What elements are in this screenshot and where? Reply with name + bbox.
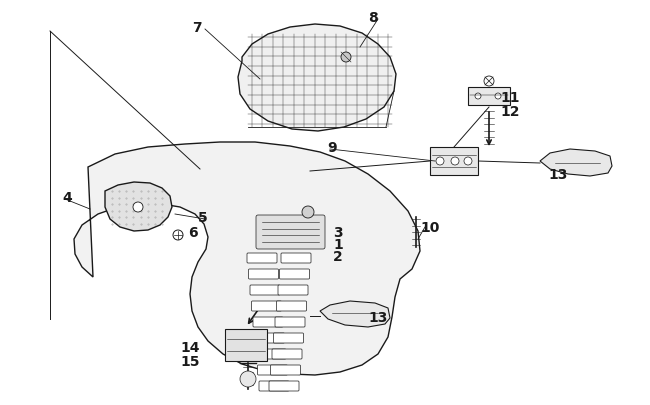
Text: 4: 4 (62, 190, 72, 205)
Text: 2: 2 (333, 249, 343, 263)
Text: 12: 12 (500, 105, 519, 119)
Polygon shape (540, 149, 612, 177)
FancyBboxPatch shape (256, 215, 325, 249)
FancyBboxPatch shape (280, 269, 309, 279)
Circle shape (173, 230, 183, 241)
Circle shape (484, 77, 494, 87)
FancyBboxPatch shape (269, 381, 299, 391)
Circle shape (436, 158, 444, 166)
Circle shape (464, 158, 472, 166)
FancyBboxPatch shape (257, 365, 287, 375)
Text: 9: 9 (327, 141, 337, 155)
FancyBboxPatch shape (272, 349, 302, 359)
Circle shape (475, 94, 481, 100)
Polygon shape (105, 183, 172, 231)
Circle shape (341, 53, 351, 63)
Circle shape (133, 202, 143, 213)
Circle shape (302, 207, 314, 218)
Text: 5: 5 (198, 211, 208, 224)
FancyBboxPatch shape (256, 349, 286, 359)
FancyBboxPatch shape (270, 365, 300, 375)
Polygon shape (238, 25, 396, 132)
Polygon shape (320, 301, 390, 327)
FancyBboxPatch shape (255, 333, 285, 343)
FancyBboxPatch shape (250, 285, 280, 295)
Text: 13: 13 (548, 168, 567, 181)
FancyBboxPatch shape (278, 285, 308, 295)
FancyBboxPatch shape (225, 329, 267, 361)
Text: 11: 11 (500, 91, 519, 105)
Text: 8: 8 (368, 11, 378, 25)
FancyBboxPatch shape (430, 148, 478, 175)
FancyBboxPatch shape (468, 88, 510, 106)
FancyBboxPatch shape (247, 254, 277, 263)
FancyBboxPatch shape (274, 333, 304, 343)
Circle shape (495, 94, 501, 100)
Polygon shape (74, 143, 420, 375)
Text: 15: 15 (180, 354, 200, 368)
Text: 13: 13 (368, 310, 387, 324)
Circle shape (240, 371, 256, 387)
Text: 10: 10 (420, 220, 439, 234)
Text: 14: 14 (180, 340, 200, 354)
FancyBboxPatch shape (252, 301, 281, 311)
Text: 3: 3 (333, 226, 343, 239)
FancyBboxPatch shape (276, 301, 307, 311)
Text: 6: 6 (188, 226, 198, 239)
Text: 7: 7 (192, 21, 202, 35)
FancyBboxPatch shape (253, 317, 283, 327)
FancyBboxPatch shape (281, 254, 311, 263)
Text: 1: 1 (333, 237, 343, 252)
FancyBboxPatch shape (259, 381, 289, 391)
FancyBboxPatch shape (275, 317, 305, 327)
FancyBboxPatch shape (248, 269, 278, 279)
Circle shape (451, 158, 459, 166)
